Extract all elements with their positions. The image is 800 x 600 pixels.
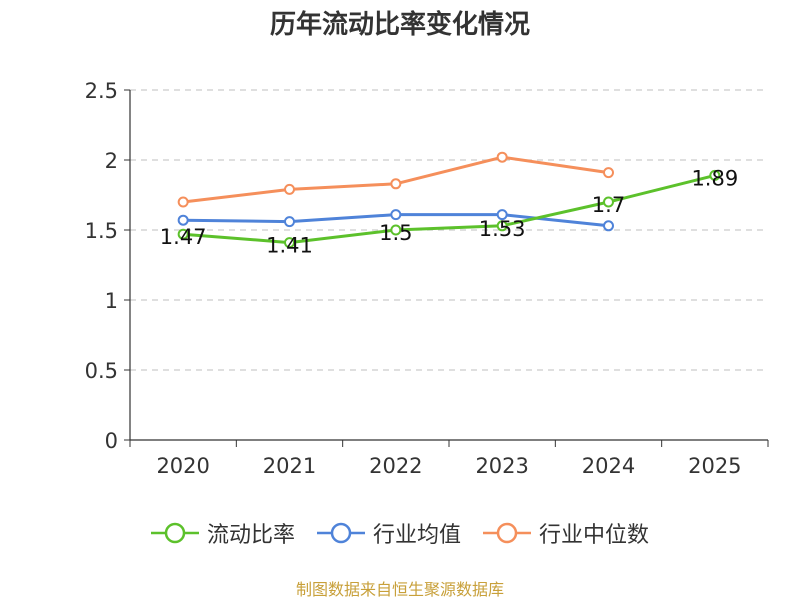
y-tick-label: 0.5 (85, 359, 118, 383)
x-tick-label: 2020 (156, 454, 209, 478)
data-label: 1.47 (160, 225, 207, 249)
y-tick-label: 0 (105, 429, 118, 453)
legend-line-icon (316, 522, 365, 544)
y-tick-label: 1.5 (85, 219, 118, 243)
x-tick-label: 2021 (263, 454, 316, 478)
grid-lines (130, 89, 768, 371)
legend-line-icon (483, 522, 531, 544)
series-point (390, 224, 402, 236)
series-point (496, 151, 508, 163)
legend-line-icon (150, 522, 199, 544)
y-tick-label: 1 (105, 289, 118, 313)
series-point (177, 196, 189, 208)
series-point (284, 237, 295, 249)
series-point (603, 220, 614, 232)
data-label: 1.7 (592, 193, 625, 217)
x-tick-label: 2023 (475, 454, 528, 478)
series-point (603, 167, 614, 179)
y-tick-label: 2 (105, 149, 118, 173)
series-point (390, 209, 402, 221)
source-note: 制图数据来自恒生聚源数据库 (295, 580, 504, 599)
legend-item[interactable]: 流动比率 (150, 517, 295, 549)
legend-item[interactable]: 行业均值 (316, 517, 461, 549)
series-point (709, 169, 721, 181)
series-point (496, 220, 508, 232)
x-tick-label: 2025 (688, 454, 741, 478)
series-point (177, 228, 189, 240)
y-tick-label: 2.5 (85, 79, 118, 103)
legend-label: 行业中位数 (539, 523, 650, 548)
x-tick-label: 2024 (582, 454, 635, 478)
series-point (284, 216, 295, 228)
series-point (390, 178, 402, 190)
data-label: 1.5 (379, 221, 412, 245)
chart-title: 历年流动比率变化情况 (269, 10, 530, 40)
data-label: 1.89 (691, 166, 738, 190)
legend-label: 流动比率 (206, 523, 295, 548)
legend-label: 行业均值 (372, 523, 461, 548)
data-label: 1.53 (479, 217, 526, 241)
series-point (284, 183, 295, 195)
x-tick-label: 2022 (369, 454, 422, 478)
data-labels: 1.47 1.41 1.5 1.53 1.7 1.89 (160, 166, 738, 257)
axes: 0 0.5 1 1.5 2 2.5 2020 2021 2022 2023 2024 2025 (85, 79, 769, 478)
series-group (177, 151, 721, 249)
legend-item[interactable]: 行业中位数 (483, 517, 649, 549)
series-point (603, 196, 614, 208)
series-point (496, 209, 508, 221)
series-point (177, 214, 189, 226)
series-line (183, 173, 716, 245)
data-label: 1.41 (266, 234, 313, 258)
legend: 流动比率 行业均值 行业中位数 (0, 517, 800, 549)
